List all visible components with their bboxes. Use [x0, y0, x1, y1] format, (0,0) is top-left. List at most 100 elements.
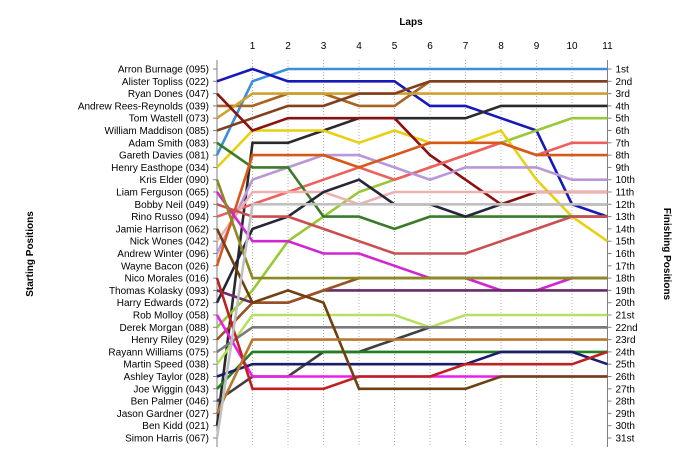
finishing-position-label: 23rd — [616, 335, 636, 346]
finishing-position-label: 11th — [616, 188, 635, 199]
starting-position-label: Rino Russo (094) — [131, 212, 209, 223]
x-tick-label: 5 — [392, 41, 398, 52]
finishing-position-label: 12th — [616, 200, 635, 211]
series-line-30 — [215, 203, 608, 439]
finishing-position-label: 26th — [616, 372, 635, 383]
starting-position-label: Gareth Davies (081) — [119, 151, 209, 162]
series-line-18 — [216, 203, 608, 255]
starting-position-label: Bobby Neil (049) — [135, 200, 209, 211]
series-line-11 — [215, 153, 608, 255]
finishing-position-label: 21st — [616, 311, 635, 322]
x-tick-labels: 1 2 3 4 5 6 7 8 9 10 11 — [250, 41, 613, 52]
series-line-19 — [216, 289, 608, 305]
x-tick-label: 7 — [463, 41, 469, 52]
finishing-position-label: 4th — [616, 101, 630, 112]
series-line-23 — [216, 350, 608, 390]
finishing-position-labels: 1st2nd3rd4th5th6th7th8th9th10th11th12th1… — [616, 65, 638, 445]
starting-position-label: Liam Ferguson (065) — [116, 188, 209, 199]
starting-position-label: Thomas Kolasky (093) — [109, 286, 209, 297]
series-line-26 — [215, 277, 608, 391]
series-line-28 — [215, 228, 608, 391]
x-tick-label: 2 — [285, 41, 291, 52]
x-tick-label: 8 — [498, 41, 504, 52]
finishing-position-label: 18th — [616, 274, 635, 285]
starting-position-label: William Maddison (085) — [105, 126, 209, 137]
right-axis-title: Finishing Positions — [661, 208, 672, 301]
series-line-29 — [215, 338, 608, 414]
finishing-position-label: 7th — [616, 138, 630, 149]
series-line-16 — [215, 191, 608, 292]
starting-position-label: Rob Molloy (058) — [133, 311, 209, 322]
starting-position-label: Adam Smith (083) — [128, 138, 209, 149]
finishing-position-label: 14th — [616, 224, 635, 235]
starting-position-label: Ashley Taylor (028) — [124, 372, 209, 383]
series-line-4 — [215, 104, 608, 426]
finishing-position-label: 8th — [616, 151, 630, 162]
series-line-13 — [215, 190, 608, 242]
x-tick-label: 3 — [321, 41, 327, 52]
starting-position-label: Nick Wones (042) — [130, 237, 209, 248]
series-line-1 — [215, 67, 608, 156]
series-line-5 — [216, 92, 608, 120]
starting-position-label: Alister Topliss (022) — [122, 77, 209, 88]
finishing-position-label: 3rd — [616, 89, 630, 100]
series-line-12 — [216, 141, 608, 231]
series-line-25 — [216, 350, 608, 378]
x-tick-label: 1 — [250, 41, 256, 52]
finishing-position-label: 17th — [616, 261, 635, 272]
series-line-27 — [215, 179, 608, 280]
series-line-24 — [215, 314, 608, 378]
starting-position-label: Martin Speed (038) — [123, 360, 209, 371]
starting-position-labels: Arron Burnage (095)Alister Topliss (022)… — [78, 65, 209, 445]
finishing-position-label: 24th — [616, 347, 635, 358]
starting-position-label: Ben Kidd (021) — [142, 421, 209, 432]
finishing-position-label: 5th — [616, 114, 630, 125]
finishing-position-label: 19th — [616, 286, 635, 297]
x-tick-label: 9 — [534, 41, 540, 52]
x-tick-label: 11 — [602, 41, 613, 52]
finishing-position-label: 9th — [616, 163, 630, 174]
left-axis-title: Starting Positions — [25, 211, 36, 297]
finishing-position-label: 2nd — [616, 77, 633, 88]
finishing-position-label: 1st — [616, 65, 630, 76]
series-lines — [215, 67, 609, 439]
finishing-position-label: 29th — [616, 409, 635, 420]
starting-position-label: Andrew Winter (096) — [117, 249, 209, 260]
starting-position-label: Joe Wiggin (043) — [133, 384, 209, 395]
starting-position-label: Henry Easthope (034) — [111, 163, 209, 174]
starting-position-label: Simon Harris (067) — [125, 434, 209, 445]
finishing-position-label: 22nd — [616, 323, 638, 334]
series-line-6 — [216, 80, 608, 132]
finishing-position-label: 20th — [616, 298, 635, 309]
series-line-14 — [215, 141, 608, 267]
x-tick-label: 4 — [356, 41, 362, 52]
starting-position-label: Kris Elder (090) — [140, 175, 209, 186]
finishing-position-label: 6th — [616, 126, 630, 137]
series-line-22 — [216, 325, 608, 353]
series-line-21 — [215, 313, 608, 365]
finishing-position-label: 28th — [616, 397, 635, 408]
starting-position-label: Henry Riley (029) — [131, 335, 209, 346]
finishing-position-label: 13th — [616, 212, 635, 223]
finishing-position-label: 27th — [616, 384, 635, 395]
starting-position-label: Harry Edwards (072) — [117, 298, 209, 309]
x-tick-label: 6 — [427, 41, 433, 52]
finishing-position-label: 31st — [616, 434, 635, 445]
finishing-position-label: 10th — [616, 175, 635, 186]
starting-position-label: Nico Morales (016) — [125, 274, 209, 285]
starting-position-label: Rayann Williams (075) — [108, 347, 209, 358]
starting-position-label: Arron Burnage (095) — [118, 65, 209, 76]
finishing-position-label: 16th — [616, 249, 635, 260]
finishing-position-label: 30th — [616, 421, 635, 432]
starting-position-label: Andrew Rees-Reynolds (039) — [78, 101, 209, 112]
finishing-position-label: 25th — [616, 360, 635, 371]
starting-position-label: Jamie Harrison (062) — [116, 224, 209, 235]
starting-position-label: Tom Wastell (073) — [129, 114, 209, 125]
starting-position-label: Ryan Dones (047) — [128, 89, 209, 100]
starting-position-label: Jason Gardner (027) — [117, 409, 209, 420]
starting-position-label: Wayne Bacon (026) — [121, 261, 209, 272]
starting-position-label: Derek Morgan (088) — [120, 323, 209, 334]
x-tick-label: 10 — [566, 41, 578, 52]
x-axis-title: Laps — [399, 17, 423, 28]
